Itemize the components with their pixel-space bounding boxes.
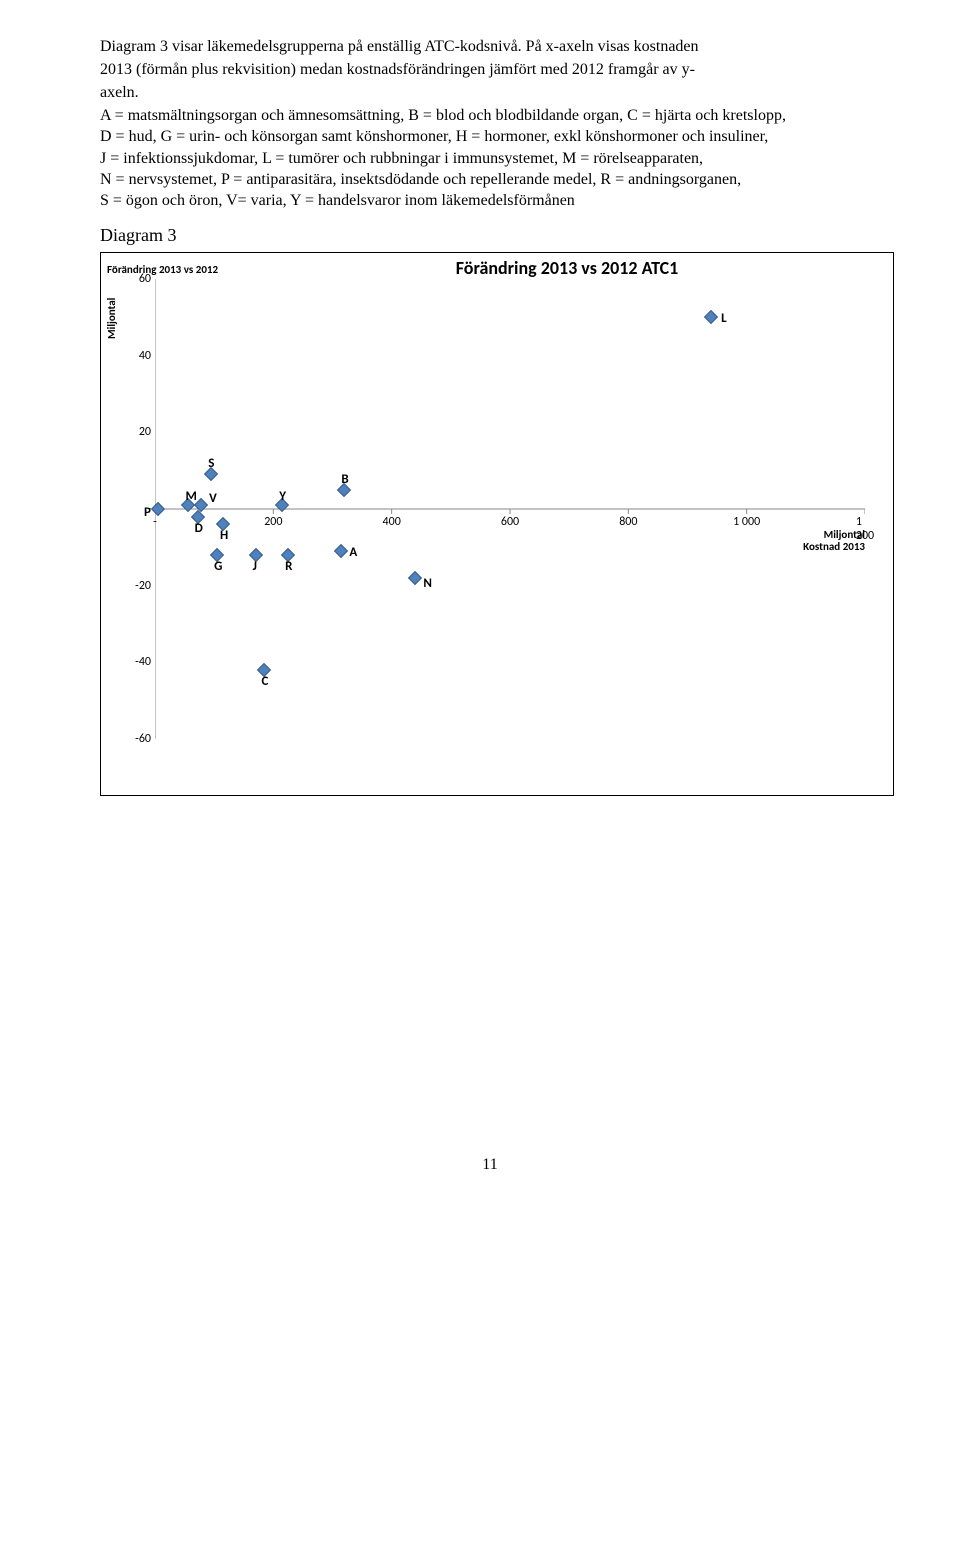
- chart-point-marker: [334, 544, 348, 558]
- chart-ylabel-rot: Miljontal: [105, 297, 118, 338]
- chart-point-marker: [408, 571, 422, 585]
- chart-ytick: 20: [139, 425, 151, 439]
- chart-point-label: N: [423, 576, 432, 591]
- chart-ytick: 40: [139, 349, 151, 363]
- chart-point-label: D: [195, 521, 203, 536]
- chart-point-label: P: [144, 505, 151, 520]
- chart-xtick: 200: [264, 515, 282, 529]
- chart-xtick: -: [153, 515, 157, 529]
- chart-point-label: C: [261, 674, 268, 689]
- chart-point-label: V: [209, 491, 217, 506]
- chart-ylabel-top: Förändring 2013 vs 2012: [107, 263, 247, 276]
- chart-xtick: 1 000: [733, 515, 760, 529]
- chart-point: [706, 312, 716, 322]
- chart-point-label: S: [208, 456, 214, 471]
- chart-ytick: -20: [135, 579, 151, 593]
- intro-line-7: N = nervsystemet, P = antiparasitära, in…: [100, 169, 880, 190]
- intro-line-2: 2013 (förmån plus rekvisition) medan kos…: [100, 59, 880, 80]
- chart-title: Förändring 2013 vs 2012 ATC1: [247, 257, 887, 279]
- intro-line-6: J = infektionssjukdomar, L = tumörer och…: [100, 148, 880, 169]
- chart-ytick: 60: [139, 272, 151, 286]
- chart-point: [196, 500, 206, 510]
- intro-line-3: axeln.: [100, 82, 880, 103]
- chart-point-label: G: [214, 559, 222, 574]
- chart-xtick: 600: [501, 515, 519, 529]
- intro-line-8: S = ögon och öron, V= varia, Y = handels…: [100, 190, 880, 211]
- chart-point: [410, 573, 420, 583]
- intro-line-1: Diagram 3 visar läkemedelsgrupperna på e…: [100, 36, 880, 57]
- intro-line-5: D = hud, G = urin- och könsorgan samt kö…: [100, 126, 880, 147]
- chart-point-marker: [704, 310, 718, 324]
- chart-ytick: -40: [135, 655, 151, 669]
- diagram-label: Diagram 3: [100, 225, 880, 246]
- chart-plot-area: -2004006008001 0001 200MiljontalKostnad …: [155, 279, 865, 779]
- page-number: 11: [100, 1156, 880, 1174]
- chart-xtick: 800: [619, 515, 637, 529]
- chart-point-label: H: [220, 528, 228, 543]
- chart-point: [153, 504, 163, 514]
- chart-xtick-row: -2004006008001 0001 200MiljontalKostnad …: [155, 515, 865, 555]
- intro-line-4: A = matsmältningsorgan och ämnesomsättni…: [100, 105, 880, 126]
- chart-point-label: J: [253, 559, 257, 574]
- chart-point-label: Y: [279, 489, 286, 504]
- chart-point-label: R: [285, 559, 292, 574]
- chart-point: [336, 546, 346, 556]
- chart-xtick: 400: [383, 515, 401, 529]
- chart-xaxis-title: MiljontalKostnad 2013: [803, 529, 865, 553]
- chart-point-label: A: [349, 545, 357, 560]
- chart-ytick: -60: [135, 732, 151, 746]
- chart-point-label: B: [341, 472, 348, 487]
- chart-point-marker: [151, 502, 165, 516]
- chart-point-label: L: [721, 311, 727, 326]
- chart-container: Förändring 2013 vs 2012 Förändring 2013 …: [100, 252, 894, 796]
